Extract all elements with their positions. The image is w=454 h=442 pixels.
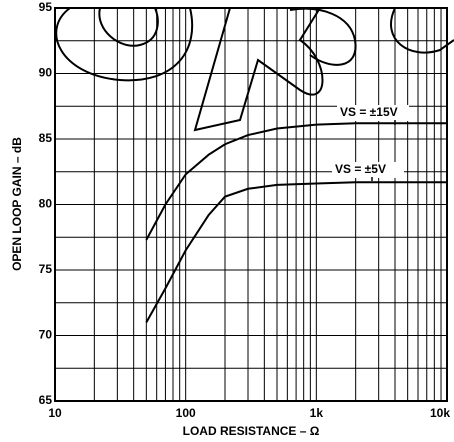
x-tick-label: 100	[176, 406, 196, 420]
y-tick-label: 90	[39, 66, 53, 80]
y-tick-label: 85	[39, 131, 53, 145]
x-tick-label: 10k	[430, 406, 450, 420]
line-series	[146, 182, 447, 322]
y-tick-label: 70	[39, 328, 53, 342]
x-tick-label: 1k	[310, 406, 324, 420]
chart: OPEN LOOP GAIN – dB LOAD RESISTANCE – Ω …	[0, 0, 454, 442]
y-tick-label: 75	[39, 262, 53, 276]
x-tick-label: 10	[48, 406, 62, 420]
y-axis-label: OPEN LOOP GAIN – dB	[10, 137, 24, 271]
y-tick-label: 95	[39, 0, 53, 14]
series-label: VS = ±15V	[340, 105, 398, 119]
x-axis-label: LOAD RESISTANCE – Ω	[183, 424, 320, 438]
series-label: VS = ±5V	[335, 162, 386, 176]
y-tick-label: 65	[39, 393, 53, 407]
y-tick-label: 80	[39, 197, 53, 211]
